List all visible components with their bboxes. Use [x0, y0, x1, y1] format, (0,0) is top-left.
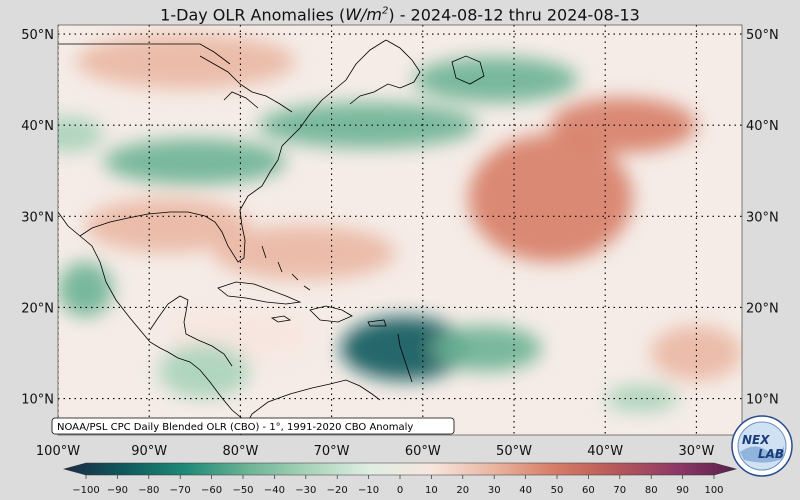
colorbar-tick-label: −30	[295, 485, 316, 496]
lat-label-right: 30°N	[746, 210, 779, 225]
lesser-antilles	[397, 333, 413, 383]
colorbar-tick-label: 90	[676, 485, 689, 496]
coastlines	[58, 39, 485, 435]
lon-label: 40°W	[587, 444, 623, 459]
lat-label-left: 40°N	[21, 119, 54, 134]
colorbar-tick-label: −50	[232, 485, 253, 496]
colorbar-tick-label: −10	[358, 485, 379, 496]
svg-text:LAB: LAB	[758, 447, 784, 461]
noaa-nexlab-logo: NEX LAB	[731, 415, 793, 477]
map-area: 10°N 20°N 30°N 40°N 50°N 10°N 20°N 30°N 40°N 50°…	[21, 24, 779, 459]
source-note-box: NOAA/PSL CPC Daily Blended OLR (CBO) - 1…	[51, 417, 455, 435]
anomaly-dry-canada	[76, 34, 296, 89]
colorbar-gradient	[62, 462, 738, 476]
puerto-rico	[367, 319, 387, 327]
latitude-labels-left: 10°N 20°N 30°N 40°N 50°N	[21, 28, 54, 407]
anomaly-dry-bahamas	[213, 225, 396, 281]
colorbar-tick-label: −90	[107, 485, 128, 496]
jamaica	[270, 315, 292, 323]
lat-label-left: 10°N	[21, 393, 54, 408]
anomaly-deep-convection-east-caribbean	[340, 316, 469, 381]
colorbar: −100 −90 −80 −70 −60 −50 −40 −30 −20 −10 0 10 20 30 40…	[62, 462, 738, 496]
anomaly-atlantic-moist-band-west	[103, 138, 286, 185]
south-america-coast	[240, 379, 381, 435]
anomaly-dry-north-atlantic	[550, 97, 697, 153]
lon-label: 50°W	[496, 444, 532, 459]
lon-label: 90°W	[131, 444, 167, 459]
anomaly-moist-mexico	[58, 261, 113, 317]
colorbar-tick-label: −80	[138, 485, 159, 496]
svg-text:NEX: NEX	[742, 433, 770, 447]
north-america-coast	[58, 211, 263, 427]
lon-label: 100°W	[36, 444, 80, 459]
anomaly-moist-central-america	[158, 343, 250, 399]
anomaly-field	[58, 34, 742, 413]
anomaly-dry-central-atlantic	[468, 134, 633, 262]
hispaniola	[309, 305, 353, 323]
yucatan-coast	[149, 295, 233, 367]
colorbar-tick-label: 100	[704, 485, 723, 496]
longitude-labels: 100°W 90°W 80°W 70°W 60°W 50°W 40°W 30°W	[36, 444, 715, 459]
colorbar-tick-label: 30	[488, 485, 501, 496]
us-canada-border	[58, 43, 231, 65]
anomaly-dry-gulf-mexico	[85, 198, 250, 253]
lon-label: 80°W	[222, 444, 258, 459]
lat-label-right: 50°N	[746, 28, 779, 43]
lat-label-left: 50°N	[21, 28, 54, 43]
lat-label-right: 10°N	[746, 393, 779, 408]
colorbar-tick-label: 60	[582, 485, 595, 496]
anomaly-convection-tropical-atlantic	[431, 325, 542, 372]
anomaly-atlantic-moist-band-central	[258, 102, 478, 148]
colorbar-tick-label: 20	[456, 485, 469, 496]
colorbar-tick-label: −20	[327, 485, 348, 496]
colorbar-tick-label: 50	[551, 485, 564, 496]
colorbar-tick-label: 70	[613, 485, 626, 496]
anomaly-atlantic-moist-band-east	[413, 56, 578, 103]
latitude-labels-right: 10°N 20°N 30°N 40°N 50°N	[746, 28, 779, 407]
bahamas	[261, 245, 311, 291]
colorbar-tick-label: 0	[397, 485, 403, 496]
lat-label-left: 20°N	[21, 301, 54, 316]
lon-label: 30°W	[678, 444, 714, 459]
lat-label-left: 30°N	[21, 210, 54, 225]
map-frame	[57, 24, 743, 436]
colorbar-tick-label: −60	[201, 485, 222, 496]
canada-coast	[349, 39, 421, 105]
lon-label: 70°W	[314, 444, 350, 459]
lon-label: 60°W	[405, 444, 441, 459]
map-title: 1-Day OLR Anomalies (W/m2) - 2024-08-12 …	[160, 5, 640, 25]
map-gridlines	[58, 25, 742, 435]
lat-label-right: 20°N	[746, 301, 779, 316]
cuba	[217, 281, 302, 305]
great-lakes	[199, 55, 293, 113]
colorbar-tick-label: 10	[425, 485, 438, 496]
colorbar-tick-label: −70	[170, 485, 191, 496]
colorbar-tick-label: −40	[264, 485, 285, 496]
colorbar-ticks: −100 −90 −80 −70 −60 −50 −40 −30 −20 −10 0 10 20 30 40…	[72, 475, 724, 496]
source-note: NOAA/PSL CPC Daily Blended OLR (CBO) - 1…	[57, 422, 413, 433]
colorbar-tick-label: −100	[72, 485, 99, 496]
lat-label-right: 40°N	[746, 119, 779, 134]
gulf-coast	[79, 39, 387, 263]
colorbar-tick-label: 80	[645, 485, 658, 496]
colorbar-tick-label: 40	[519, 485, 532, 496]
newfoundland	[451, 55, 485, 85]
anomaly-dry-east-atlantic-south	[650, 325, 742, 381]
